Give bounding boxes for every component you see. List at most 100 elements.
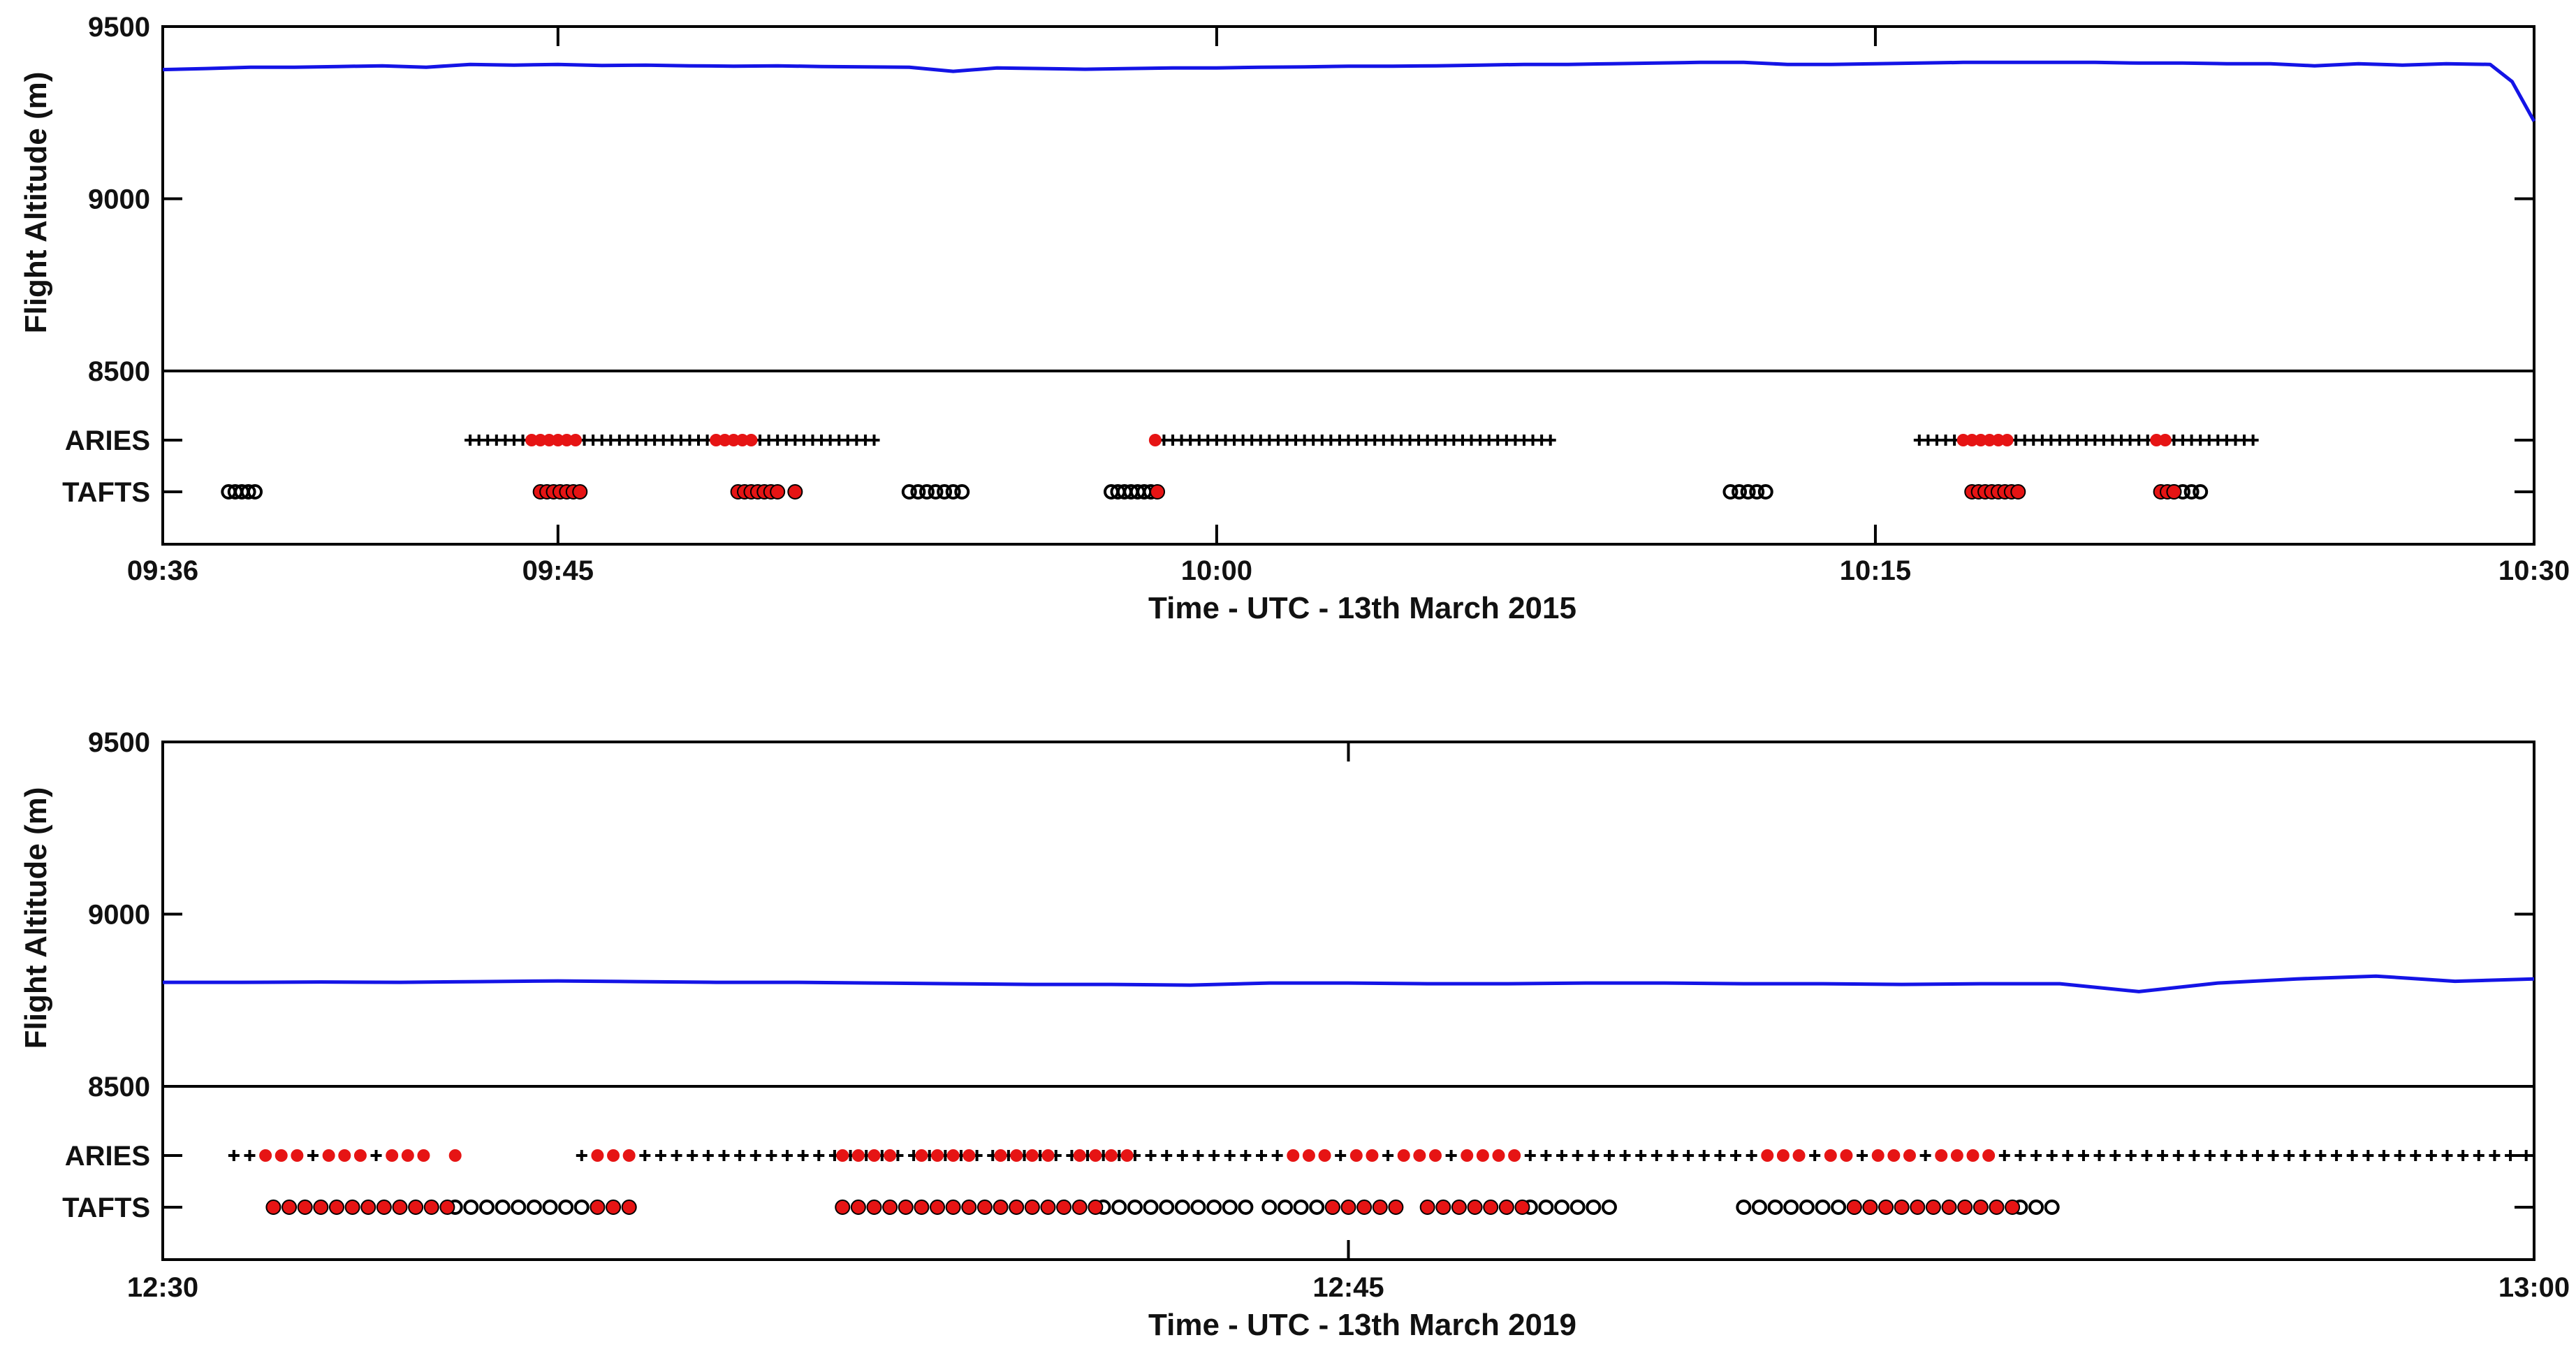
aries-red-marker — [1010, 1149, 1023, 1162]
x-tick-label: 13:00 — [2498, 1272, 2570, 1303]
tafts-red-marker — [770, 484, 786, 500]
aries-red-marker — [607, 1149, 620, 1162]
tafts-red-marker — [1009, 1200, 1025, 1215]
aries-red-marker — [851, 1149, 865, 1162]
aries-red-marker — [2150, 434, 2163, 446]
tafts-marker — [1159, 1200, 1175, 1215]
aries-marker — [370, 1150, 382, 1161]
tafts-marker — [1783, 1200, 1799, 1215]
aries-marker — [1556, 1150, 1568, 1161]
tafts-red-marker — [408, 1200, 424, 1215]
aries-marker — [2473, 1150, 2484, 1161]
aries-marker — [576, 1150, 587, 1161]
y-tick-label: 9500 — [88, 727, 150, 758]
aries-red-marker — [322, 1149, 335, 1162]
x-tick-label: 09:36 — [127, 555, 198, 586]
tafts-marker — [1757, 484, 1773, 500]
tafts-marker — [247, 484, 263, 500]
aries-marker — [1524, 1150, 1536, 1161]
tafts-marker — [240, 484, 256, 500]
aries-red-marker — [1871, 1149, 1885, 1162]
aries-red-marker — [1840, 1149, 1853, 1162]
tafts-marker — [1740, 484, 1756, 500]
x-axis-title: Time - UTC - 13th March 2015 — [1148, 591, 1576, 625]
aries-red-marker — [2158, 434, 2172, 446]
aries-marker — [2077, 1150, 2089, 1161]
aries-marker — [2014, 1150, 2026, 1161]
y-tick-label: 8500 — [88, 356, 150, 387]
aries-red-marker — [1349, 1149, 1363, 1162]
aries-marker — [813, 1150, 825, 1161]
aries-red-marker — [259, 1149, 272, 1162]
aries-red-marker — [353, 1149, 367, 1162]
aries-marker — [2251, 1150, 2263, 1161]
aries-red-marker — [1089, 1149, 1102, 1162]
aries-red-marker — [1903, 1149, 1916, 1162]
aries-red-marker — [551, 434, 564, 446]
aries-marker — [1683, 1150, 1695, 1161]
aries-red-marker — [1887, 1149, 1901, 1162]
y-tick-label: 9500 — [88, 12, 150, 43]
x-tick-label: 12:30 — [127, 1272, 198, 1303]
tafts-red-marker — [1973, 1200, 1989, 1215]
tafts-marker — [1222, 1200, 1238, 1215]
aries-marker — [1619, 1150, 1631, 1161]
tafts-marker — [573, 1200, 590, 1215]
aries-marker — [1809, 1150, 1821, 1161]
tafts-marker — [919, 484, 935, 500]
tafts-red-marker — [621, 1200, 637, 1215]
tafts-red-marker — [590, 1200, 606, 1215]
aries-marker — [2030, 1150, 2042, 1161]
aries-marker — [1271, 1150, 1283, 1161]
aries-red-marker — [1428, 1149, 1442, 1162]
aries-marker — [1730, 1150, 1742, 1161]
aries-red-marker — [1824, 1149, 1837, 1162]
tafts-red-marker — [945, 1200, 961, 1215]
x-tick-label: 10:00 — [1181, 555, 1252, 586]
aries-marker — [687, 1150, 698, 1161]
aries-red-marker — [275, 1149, 288, 1162]
tafts-red-marker — [2010, 484, 2026, 500]
tafts-red-marker — [850, 1200, 866, 1215]
aries-red-marker — [1991, 434, 2005, 446]
tafts-marker — [1111, 1200, 1127, 1215]
tafts-marker — [1799, 1200, 1815, 1215]
tafts-marker — [1238, 1200, 1254, 1215]
aries-red-marker — [1792, 1149, 1806, 1162]
aries-marker — [1998, 1150, 2010, 1161]
tafts-red-marker — [1056, 1200, 1072, 1215]
tafts-red-marker — [1894, 1200, 1910, 1215]
aries-red-marker — [386, 1149, 399, 1162]
tafts-red-marker — [1514, 1200, 1530, 1215]
tafts-red-marker — [1150, 484, 1166, 500]
aries-marker — [2299, 1150, 2311, 1161]
tafts-marker — [1601, 1200, 1617, 1215]
aries-red-marker — [1950, 1149, 1963, 1162]
tafts-marker — [2193, 484, 2209, 500]
aries-marker — [1714, 1150, 1726, 1161]
aries-marker — [2331, 1150, 2343, 1161]
aries-red-marker — [931, 1149, 944, 1162]
aries-red-marker — [560, 434, 573, 446]
aries-red-marker — [1025, 1149, 1039, 1162]
aries-marker — [2046, 1150, 2058, 1161]
aries-marker — [2346, 1150, 2358, 1161]
aries-red-marker — [1983, 434, 1996, 446]
aries-red-marker — [1761, 1149, 1774, 1162]
tafts-red-marker — [1356, 1200, 1373, 1215]
tafts-red-marker — [914, 1200, 930, 1215]
instrument-label-aries: ARIES — [65, 1141, 150, 1172]
aries-red-marker — [1776, 1149, 1790, 1162]
aries-marker — [2394, 1150, 2406, 1161]
tafts-marker — [1767, 1200, 1783, 1215]
aries-marker — [2109, 1150, 2121, 1161]
aries-marker — [1208, 1150, 1220, 1161]
tafts-marker — [945, 484, 961, 500]
aries-red-marker — [994, 1149, 1007, 1162]
tafts-marker — [1277, 1200, 1293, 1215]
aries-red-marker — [1120, 1149, 1134, 1162]
tafts-red-marker — [423, 1200, 439, 1215]
aries-marker — [2489, 1150, 2501, 1161]
tafts-marker — [1751, 1200, 1767, 1215]
